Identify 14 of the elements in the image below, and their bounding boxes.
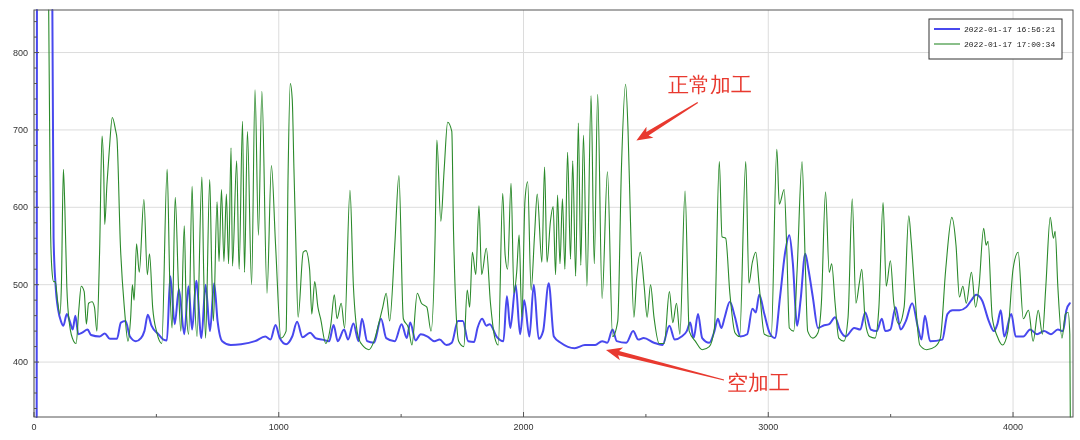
annotation: 空加工 <box>726 371 790 394</box>
y-tick-label: 500 <box>12 279 28 290</box>
x-tick-label: 3000 <box>758 422 779 432</box>
x-tick-label: 4000 <box>1003 422 1024 432</box>
y-tick-label: 700 <box>12 124 28 135</box>
y-tick-label: 800 <box>12 47 28 58</box>
annotation: 正常加工 <box>667 73 752 97</box>
x-tick-label: 2000 <box>513 422 534 432</box>
x-tick-label: 1000 <box>268 422 289 432</box>
legend-label: 2022-01-17 16:56:21 <box>964 25 1056 34</box>
y-tick-label: 600 <box>12 202 28 213</box>
y-tick-label: 400 <box>12 357 28 368</box>
x-tick-label: 0 <box>31 422 37 432</box>
legend-label: 2022-01-17 17:00:34 <box>964 40 1056 49</box>
